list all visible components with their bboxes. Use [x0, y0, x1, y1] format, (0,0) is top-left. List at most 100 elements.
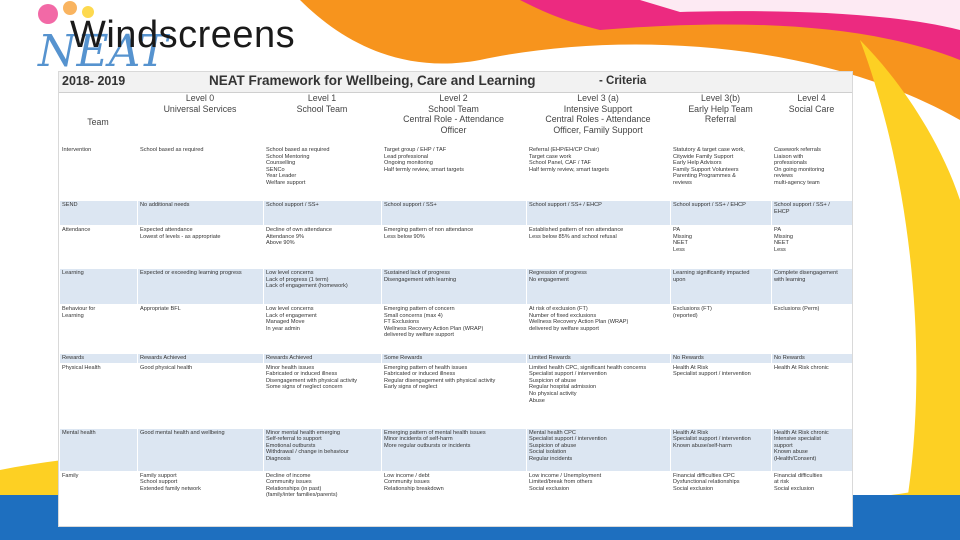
- table-cell: Target group / EHP / TAF Lead profession…: [381, 145, 527, 201]
- neat-logo: NEAT: [37, 1, 171, 72]
- table-cell: School support / SS+: [263, 200, 382, 226]
- table-cell: Low level concerns Lack of progress (1 t…: [263, 268, 382, 305]
- table-cell: PA Missing NEET Less: [670, 225, 772, 269]
- table-cell: Sustained lack of progress Disengagement…: [381, 268, 527, 305]
- table-cell: No Rewards: [670, 353, 772, 364]
- level-team: Social Care: [788, 103, 835, 114]
- slide-title: Windscreens: [70, 14, 296, 56]
- table-cell: School support / SS+ / EHCP: [670, 200, 772, 226]
- framework-title: NEAT Framework for Wellbeing, Care and L…: [209, 73, 536, 88]
- table-cell: Exclusions (FT) (reported): [670, 304, 772, 354]
- level-team: Universal Services: [163, 103, 237, 114]
- document-year: 2018- 2019: [62, 74, 126, 88]
- levels-header: Team Level 0 Universal Services Level 1 Sch…: [59, 93, 852, 146]
- framework-document: 2018- 2019 NEAT Framework for Wellbeing,…: [59, 72, 852, 526]
- table-cell: Mental health CPC Specialist support / i…: [526, 427, 671, 472]
- table-cell: Health At Risk chronic: [771, 362, 852, 429]
- team-label: Team: [87, 117, 109, 127]
- level-header-2: Level 2 School Team Central Role - Attend…: [381, 93, 526, 135]
- table-cell: Casework referrals Liaison with professi…: [771, 145, 852, 201]
- level-header-3: Level 3 (a) Intensive Support Central Rol…: [526, 93, 670, 135]
- row-label: Intervention: [59, 145, 138, 201]
- table-cell: Minor mental health emerging Self-referr…: [263, 427, 382, 472]
- table-cell: Decline of income Community issues Relat…: [263, 470, 382, 515]
- table-cell: Regression of progress No engagement: [526, 268, 671, 305]
- table-cell: Appropriate BFL: [137, 304, 264, 354]
- table-cell: Low level concerns Lack of engagement Ma…: [263, 304, 382, 354]
- table-cell: School based as required School Mentorin…: [263, 145, 382, 201]
- table-cell: Financial difficulties at risk Social ex…: [771, 470, 852, 515]
- level-team: School Team Central Role - Attendance Of…: [403, 103, 504, 135]
- table-row: Attendance Expected attendance Lowest of …: [59, 225, 852, 269]
- table-cell: Statutory & target case work, Citywide F…: [670, 145, 772, 201]
- level-header-0: Level 0 Universal Services: [137, 93, 263, 114]
- table-row: Family Family support School support Exte…: [59, 470, 852, 515]
- table-cell: No Rewards: [771, 353, 852, 364]
- row-label: Learning: [59, 268, 138, 305]
- level-name: Level 4: [797, 93, 826, 103]
- row-label: Family: [59, 470, 138, 515]
- table-cell: Some Rewards: [381, 353, 527, 364]
- table-cell: Good physical health: [137, 362, 264, 429]
- table-row: Intervention School based as required Scho…: [59, 145, 852, 201]
- level-team: Early Help Team Referral: [688, 103, 753, 125]
- table-cell: At risk of exclusion (FT) Number of fixe…: [526, 304, 671, 354]
- level-header-4: Level 3(b) Early Help Team Referral: [670, 93, 771, 125]
- level-name: Level 3(b): [700, 93, 741, 103]
- document-header: 2018- 2019 NEAT Framework for Wellbeing,…: [59, 72, 852, 93]
- table-cell: PA Missing NEET Less: [771, 225, 852, 269]
- table-cell: School based as required: [137, 145, 264, 201]
- table-cell: Low income / debt Community issues Relat…: [381, 470, 527, 515]
- table-row: Rewards Rewards Achieved Rewards Achieved S…: [59, 353, 852, 364]
- table-cell: Good mental health and wellbeing: [137, 427, 264, 472]
- row-label: Mental health: [59, 427, 138, 472]
- row-label: SEND: [59, 200, 138, 226]
- table-cell: Complete disengagement with learning: [771, 268, 852, 305]
- row-label: Attendance: [59, 225, 138, 269]
- table-cell: Expected attendance Lowest of levels - a…: [137, 225, 264, 269]
- table-cell: Limited health CPC, significant health c…: [526, 362, 671, 429]
- table-cell: Minor health issues Fabricated or induce…: [263, 362, 382, 429]
- table-cell: Limited Rewards: [526, 353, 671, 364]
- table-cell: Low income / Unemployment Limited/break …: [526, 470, 671, 515]
- level-header-5: Level 4 Social Care: [771, 93, 852, 114]
- table-cell: Health At Risk Specialist support / inte…: [670, 362, 772, 429]
- row-label: Physical Health: [59, 362, 138, 429]
- table-row: Physical Health Good physical health Minor…: [59, 362, 852, 429]
- level-name: Level 0: [185, 93, 215, 103]
- table-cell: No additional needs: [137, 200, 264, 226]
- table-row: Learning Expected or exceeding learning p…: [59, 268, 852, 305]
- table-cell: Emerging pattern of concern Small concer…: [381, 304, 527, 354]
- table-row: Behaviour for Learning Appropriate BFL Low…: [59, 304, 852, 354]
- table-cell: Financial difficulties CPC Dysfunctional…: [670, 470, 772, 515]
- table-cell: Exclusions (Perm): [771, 304, 852, 354]
- table-cell: Learning significantly impacted upon: [670, 268, 772, 305]
- table-cell: School support / SS+ / EHCP: [526, 200, 671, 226]
- table-cell: Health At Risk Specialist support / inte…: [670, 427, 772, 472]
- table-cell: Decline of own attendance Attendance 9% …: [263, 225, 382, 269]
- table-cell: School support / SS+: [381, 200, 527, 226]
- level-team: Intensive Support Central Roles - Attend…: [545, 103, 651, 135]
- table-cell: Emerging pattern of health issues Fabric…: [381, 362, 527, 429]
- team-row-label: Team: [59, 117, 137, 128]
- level-team: School Team: [296, 103, 348, 114]
- criteria-table: Intervention School based as required Scho…: [59, 145, 852, 515]
- row-label: Rewards: [59, 353, 138, 364]
- criteria-label: - Criteria: [599, 75, 647, 87]
- table-row: SEND No additional needs School support / …: [59, 200, 852, 226]
- table-cell: Rewards Achieved: [263, 353, 382, 364]
- svg-text:NEAT: NEAT: [37, 26, 171, 72]
- table-cell: Family support School support Extended f…: [137, 470, 264, 515]
- level-name: Level 3 (a): [577, 93, 619, 103]
- table-row: Mental health Good mental health and well…: [59, 427, 852, 472]
- level-header-1: Level 1 School Team: [263, 93, 381, 114]
- table-cell: Referral (EHP/EH/CP Chair) Target case w…: [526, 145, 671, 201]
- table-cell: Emerging pattern of mental health issues…: [381, 427, 527, 472]
- table-cell: Expected or exceeding learning progress: [137, 268, 264, 305]
- table-cell: Health At Risk chronic Intensive special…: [771, 427, 852, 472]
- level-name: Level 2: [439, 93, 468, 103]
- row-label: Behaviour for Learning: [59, 304, 138, 354]
- table-cell: Established pattern of non attendance Le…: [526, 225, 671, 269]
- table-cell: School support / SS+ / EHCP: [771, 200, 852, 226]
- table-cell: Emerging pattern of non attendance Less …: [381, 225, 527, 269]
